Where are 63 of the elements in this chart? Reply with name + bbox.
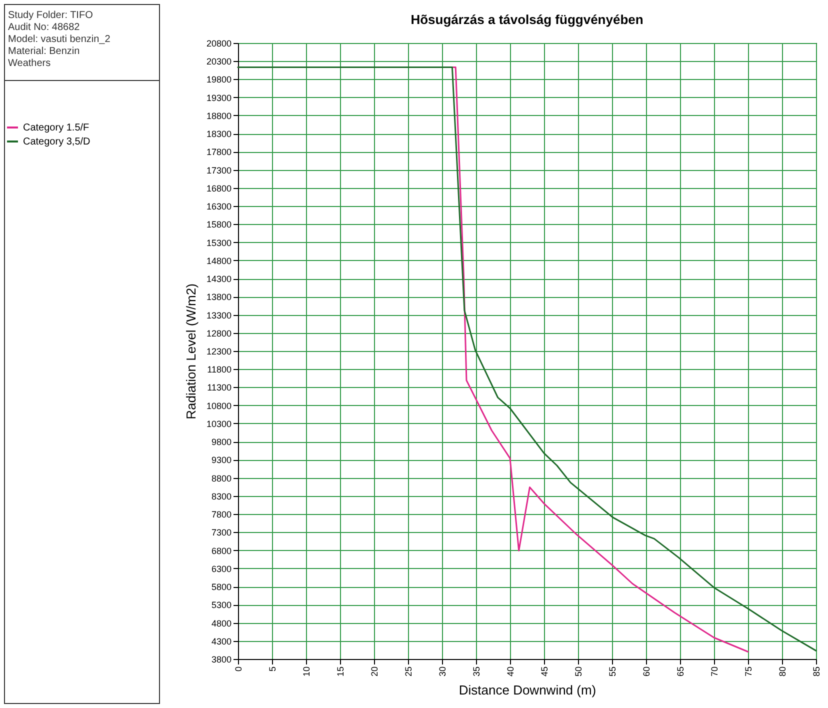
y-tick-label: 4800: [211, 618, 232, 628]
text: Weathers: [8, 58, 52, 70]
y-tick-label: 10800: [206, 400, 232, 411]
y-tick-label: 9800: [211, 437, 232, 448]
y-axis-title: Radiation Level (W/m2): [183, 284, 198, 420]
x-tick-label: 55: [608, 666, 618, 677]
chart-title: Hõsugárzás a távolság függvényében: [410, 12, 644, 27]
y-tick-label: 5800: [211, 582, 232, 592]
x-tick-label: 0: [234, 666, 244, 672]
y-tick-label: 14800: [206, 256, 232, 266]
legend-label: Category 3,5/D: [23, 136, 90, 148]
y-tick-label: 17800: [206, 147, 232, 158]
y-tick-label: 16300: [206, 202, 232, 212]
y-tick-label: 20800: [206, 38, 232, 48]
y-tick-label: 9300: [211, 455, 232, 466]
y-tick-label: 8800: [211, 473, 232, 484]
y-tick-label: 18300: [206, 129, 232, 140]
y-tick-label: 15800: [206, 220, 232, 230]
x-tick-label: 20: [370, 666, 380, 677]
x-axis-title: Distance Downwind (m): [458, 682, 596, 698]
text: Study Folder: TIFO: [8, 10, 94, 22]
y-tick-label: 11800: [207, 364, 232, 375]
x-tick-label: 40: [506, 666, 516, 677]
y-tick-label: 13800: [206, 292, 232, 302]
y-tick-label: 19300: [206, 92, 232, 103]
x-tick-label: 75: [744, 666, 754, 677]
y-tick-label: 17300: [206, 165, 232, 176]
text: Material: Benzin: [8, 46, 81, 58]
x-tick-label: 30: [438, 666, 448, 677]
x-tick-label: 80: [778, 666, 788, 677]
x-tick-label: 10: [302, 666, 312, 677]
x-tick-label: 35: [472, 666, 482, 677]
y-tick-label: 7300: [211, 528, 232, 538]
y-tick-label: 12800: [206, 328, 232, 338]
y-tick-label: 18800: [206, 110, 232, 121]
y-tick-label: 5300: [211, 600, 232, 610]
x-tick-label: 45: [540, 666, 550, 677]
x-tick-label: 65: [676, 666, 686, 677]
y-tick-label: 12300: [206, 346, 232, 356]
x-tick-label: 50: [574, 666, 584, 677]
y-tick-label: 3800: [211, 654, 232, 664]
y-tick-label: 8300: [211, 491, 232, 502]
y-tick-label: 11300: [207, 382, 232, 393]
y-tick-label: 15300: [206, 238, 232, 248]
x-tick-label: 15: [336, 666, 346, 677]
y-tick-label: 14300: [206, 274, 232, 284]
y-tick-label: 7800: [211, 510, 232, 520]
y-tick-label: 6800: [211, 546, 232, 556]
y-tick-label: 4300: [211, 636, 232, 646]
y-tick-label: 19800: [206, 74, 232, 85]
x-tick-label: 70: [710, 666, 720, 677]
y-tick-label: 6300: [211, 564, 232, 574]
y-tick-label: 13300: [206, 310, 232, 320]
y-tick-label: 16800: [206, 183, 232, 194]
legend-label: Category 1.5/F: [23, 122, 90, 134]
text: Model: vasuti benzin_2: [8, 34, 110, 46]
y-tick-label: 10300: [206, 418, 232, 429]
text: Audit No: 48682: [8, 22, 81, 34]
y-tick-label: 20300: [206, 56, 232, 67]
x-tick-label: 85: [812, 666, 822, 677]
x-tick-label: 25: [404, 666, 414, 677]
x-tick-label: 5: [268, 666, 278, 672]
x-tick-label: 60: [642, 666, 652, 677]
